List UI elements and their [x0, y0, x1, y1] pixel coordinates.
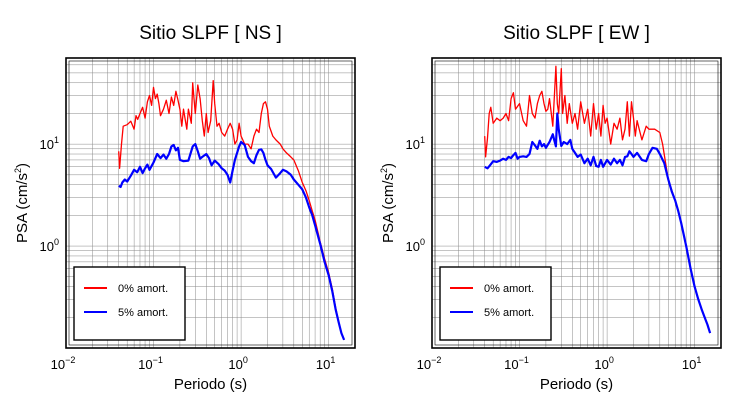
y-tick-label: 100: [40, 237, 59, 254]
series-line-damped: [484, 112, 712, 334]
plot-frame: [65, 57, 356, 349]
y-tick-label: 101: [40, 135, 59, 152]
chart-title: Sitio SLPF [ EW ]: [503, 23, 650, 44]
plot-frame-inner: [68, 60, 353, 346]
series-line-undamped: [118, 79, 345, 341]
x-tick-label: 10−1: [504, 355, 529, 372]
chart-panel-2: 10−2 10−1 100 101 100 101 Sitio SLPF [ EW ] Per…: [379, 23, 722, 393]
legend-box: [439, 266, 552, 341]
x-tick-label: 10−2: [417, 355, 442, 372]
y-axis-label: PSA (cm/s2): [13, 163, 31, 243]
legend-label: 5% amort.: [118, 307, 168, 319]
chart-title: Sitio SLPF [ NS ]: [139, 23, 282, 44]
x-tick-label: 100: [228, 355, 247, 372]
x-tick-label: 101: [316, 355, 335, 372]
x-axis-label: Periodo (s): [174, 376, 247, 393]
legend-label: 0% amort.: [118, 283, 168, 295]
legend: 0% amort. 5% amort.: [73, 266, 186, 341]
legend-box: [73, 266, 186, 341]
legend-label: 0% amort.: [484, 283, 534, 295]
plot-frame: [431, 57, 722, 349]
legend: 0% amort. 5% amort.: [439, 266, 552, 341]
x-axis-label: Periodo (s): [540, 376, 613, 393]
x-tick-label: 10−2: [51, 355, 76, 372]
plot-frame-inner: [434, 60, 719, 346]
y-axis-label: PSA (cm/s2): [379, 163, 397, 243]
x-tick-label: 101: [682, 355, 701, 372]
y-tick-label: 100: [406, 237, 425, 254]
series-line-damped: [118, 140, 346, 341]
chart-panel-1: 10−2 10−1 100 101 100 101 Sitio SLPF [ NS ] Per…: [13, 23, 356, 393]
y-tick-label: 101: [406, 135, 425, 152]
x-tick-label: 10−1: [138, 355, 163, 372]
legend-label: 5% amort.: [484, 307, 534, 319]
x-tick-label: 100: [594, 355, 613, 372]
series-line-undamped: [484, 65, 711, 334]
